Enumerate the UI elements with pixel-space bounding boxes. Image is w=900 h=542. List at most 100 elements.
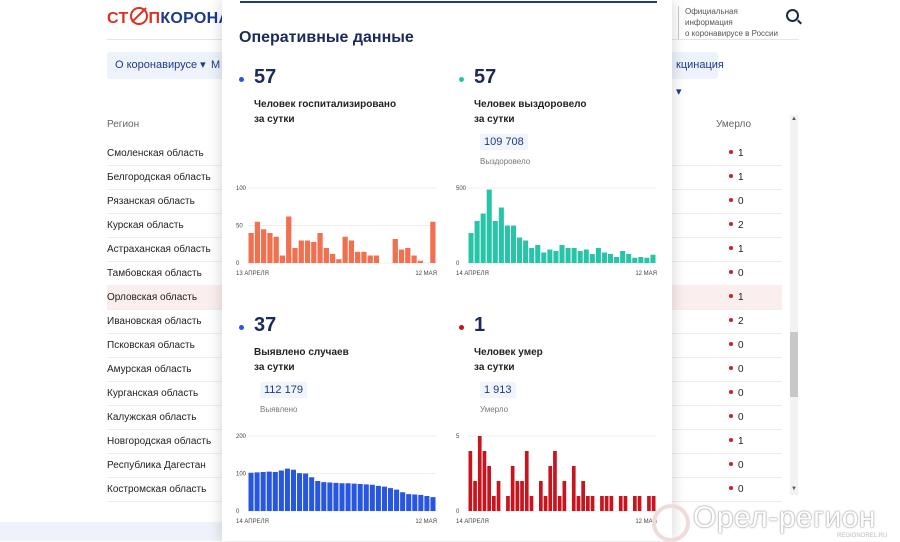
bar[interactable] xyxy=(548,466,553,511)
bar[interactable] xyxy=(267,233,273,263)
bar[interactable] xyxy=(589,254,595,263)
bar[interactable] xyxy=(583,249,589,264)
bar[interactable] xyxy=(609,496,614,511)
bar[interactable] xyxy=(637,496,642,511)
bar[interactable] xyxy=(279,255,286,264)
bar[interactable] xyxy=(406,494,412,511)
bar[interactable] xyxy=(286,216,292,264)
bar[interactable] xyxy=(315,481,321,511)
bar[interactable] xyxy=(417,260,423,263)
bar[interactable] xyxy=(348,240,355,264)
bar[interactable] xyxy=(565,248,571,263)
bar[interactable] xyxy=(254,472,260,511)
bar[interactable] xyxy=(487,466,491,511)
scroll-up-icon[interactable]: ▲ xyxy=(791,116,797,122)
bar[interactable] xyxy=(480,213,486,264)
bar[interactable] xyxy=(261,229,267,263)
scroll-down-icon[interactable]: ▼ xyxy=(791,486,797,492)
bar[interactable] xyxy=(345,483,351,511)
bar[interactable] xyxy=(539,481,543,511)
bar[interactable] xyxy=(581,481,585,511)
bar[interactable] xyxy=(571,248,577,263)
bar[interactable] xyxy=(292,248,298,263)
bar[interactable] xyxy=(273,236,279,263)
bar[interactable] xyxy=(317,233,323,263)
bar[interactable] xyxy=(278,470,284,512)
scrollbar-thumb[interactable] xyxy=(790,332,798,397)
bar[interactable] xyxy=(375,485,381,511)
bar[interactable] xyxy=(367,255,373,264)
bar[interactable] xyxy=(468,233,474,263)
bar[interactable] xyxy=(260,472,266,511)
bar[interactable] xyxy=(553,251,559,263)
bar[interactable] xyxy=(553,451,557,511)
bar[interactable] xyxy=(311,242,317,263)
bar[interactable] xyxy=(510,466,515,511)
bar[interactable] xyxy=(607,254,614,263)
bar[interactable] xyxy=(430,497,436,511)
bar[interactable] xyxy=(515,481,520,511)
bar[interactable] xyxy=(474,221,480,263)
bar[interactable] xyxy=(633,496,637,511)
bar[interactable] xyxy=(626,254,632,263)
bar[interactable] xyxy=(541,252,547,264)
bar[interactable] xyxy=(323,248,329,263)
bar[interactable] xyxy=(620,251,626,263)
bar[interactable] xyxy=(586,496,590,511)
bar[interactable] xyxy=(309,477,315,511)
bar[interactable] xyxy=(405,248,411,263)
bar[interactable] xyxy=(254,221,261,263)
bar[interactable] xyxy=(297,473,303,511)
bar[interactable] xyxy=(600,496,604,511)
bar[interactable] xyxy=(601,252,607,264)
bar[interactable] xyxy=(524,451,529,511)
bar[interactable] xyxy=(492,221,498,263)
bar[interactable] xyxy=(327,482,333,512)
bar[interactable] xyxy=(342,236,348,263)
bar[interactable] xyxy=(590,496,595,511)
bar[interactable] xyxy=(304,240,311,264)
bar[interactable] xyxy=(576,496,581,511)
bar[interactable] xyxy=(651,496,656,511)
bar[interactable] xyxy=(486,189,492,264)
bar[interactable] xyxy=(424,496,430,511)
bar[interactable] xyxy=(529,496,534,511)
bar[interactable] xyxy=(248,472,254,511)
bar[interactable] xyxy=(266,471,272,511)
bar[interactable] xyxy=(336,259,342,263)
bar[interactable] xyxy=(373,255,380,264)
bar[interactable] xyxy=(248,233,254,263)
bar[interactable] xyxy=(638,257,644,263)
bar[interactable] xyxy=(504,225,510,264)
bar[interactable] xyxy=(321,482,327,511)
bar[interactable] xyxy=(559,245,565,263)
bar[interactable] xyxy=(392,239,398,263)
bar[interactable] xyxy=(562,481,567,511)
bar[interactable] xyxy=(496,481,501,511)
bar[interactable] xyxy=(510,225,517,264)
bar[interactable] xyxy=(644,257,650,263)
bar[interactable] xyxy=(604,496,609,511)
bar[interactable] xyxy=(477,436,482,511)
bar[interactable] xyxy=(363,484,369,511)
bar[interactable] xyxy=(398,249,405,264)
bar[interactable] xyxy=(523,240,529,264)
bar[interactable] xyxy=(298,240,304,264)
bar[interactable] xyxy=(418,494,424,511)
bar[interactable] xyxy=(492,496,496,511)
bar[interactable] xyxy=(535,245,541,263)
bar[interactable] xyxy=(394,489,400,511)
table-scrollbar[interactable]: ▲ ▼ xyxy=(790,115,798,495)
bar[interactable] xyxy=(369,484,375,511)
bar[interactable] xyxy=(357,484,363,511)
bar[interactable] xyxy=(506,496,510,511)
bar[interactable] xyxy=(577,251,583,263)
bar[interactable] xyxy=(411,255,417,264)
bar[interactable] xyxy=(272,472,278,511)
bar[interactable] xyxy=(517,237,523,264)
bar[interactable] xyxy=(333,482,339,511)
bar[interactable] xyxy=(473,481,477,511)
bar[interactable] xyxy=(529,248,535,263)
bar[interactable] xyxy=(387,488,394,511)
bar[interactable] xyxy=(351,483,357,511)
